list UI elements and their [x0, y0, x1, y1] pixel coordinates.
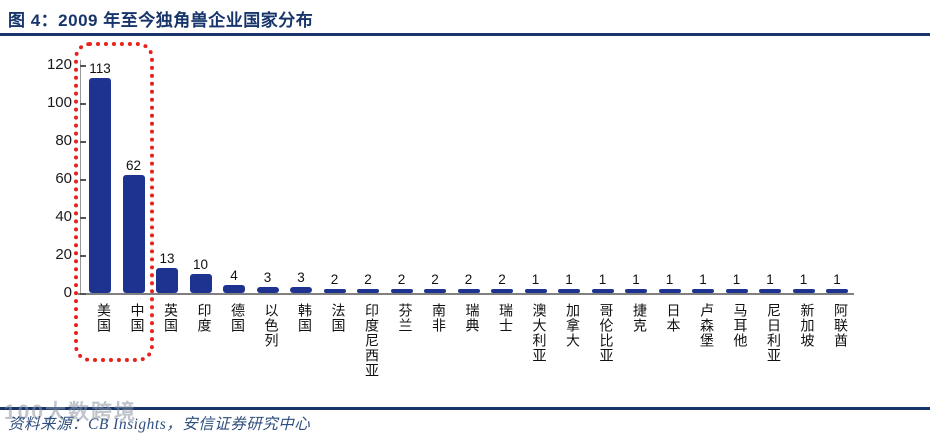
- bar-value-label: 1: [799, 272, 808, 287]
- y-axis-tick-label: 40: [55, 208, 72, 225]
- bar-value-label: 1: [598, 272, 607, 287]
- bar-value-label: 113: [89, 61, 111, 77]
- bar: [290, 287, 312, 293]
- highlight-dotted-box: [74, 42, 154, 362]
- bar: [256, 287, 279, 293]
- bar: [189, 274, 212, 293]
- x-axis-category-label: 南非: [431, 303, 447, 333]
- x-axis-category-label: 尼日利亚: [766, 303, 782, 363]
- bar: [792, 289, 815, 293]
- bar: [357, 289, 379, 293]
- x-axis-category-label: 印度尼西亚: [364, 303, 380, 378]
- source-attribution: 资料来源：CB Insights，安信证券研究中心: [8, 416, 311, 433]
- bar: [390, 289, 413, 293]
- x-axis-category-label: 澳大利亚: [531, 303, 548, 363]
- bar: [591, 289, 614, 293]
- x-axis-category-label: 加拿大: [565, 303, 581, 348]
- bar: [725, 289, 748, 293]
- y-axis-tick-mark: [80, 141, 86, 143]
- x-axis-category-label: 法国: [330, 303, 347, 333]
- figure-title: 图 4：2009 年至今独角兽企业国家分布: [8, 11, 314, 30]
- bar-value-label: 1: [665, 272, 674, 287]
- y-axis-tick-label: 120: [46, 56, 72, 73]
- bar-value-label: 3: [263, 270, 272, 286]
- x-axis-category-label: 芬兰: [397, 303, 414, 333]
- x-axis-category-label: 新加坡: [799, 303, 816, 348]
- bar: [122, 175, 145, 293]
- x-axis-category-label: 英国: [163, 303, 179, 333]
- x-axis-category-label: 印度: [196, 303, 213, 333]
- bar-value-label: 2: [431, 272, 439, 287]
- bar: [89, 78, 111, 293]
- x-axis-category-label: 韩国: [297, 303, 313, 333]
- y-axis-tick-label: 20: [55, 246, 72, 263]
- x-axis-category-label: 德国: [230, 303, 246, 333]
- y-axis-tick-mark: [80, 179, 86, 181]
- x-axis-line: [78, 293, 854, 295]
- bar-value-label: 1: [632, 272, 640, 287]
- bar-value-label: 62: [125, 158, 142, 174]
- y-axis-tick-mark: [80, 65, 86, 67]
- bar: [692, 289, 714, 293]
- bar-value-label: 1: [732, 272, 741, 287]
- bar: [457, 289, 480, 293]
- x-axis-category-label: 阿联酋: [833, 303, 849, 348]
- title-divider-line: [0, 33, 930, 36]
- bar-value-label: 2: [498, 272, 506, 287]
- y-axis-tick-label: 100: [46, 94, 72, 111]
- x-axis-category-label: 捷克: [632, 303, 648, 333]
- bar: [524, 289, 547, 293]
- bar: [156, 268, 178, 293]
- bar: [558, 289, 580, 293]
- x-axis-category-label: 瑞士: [498, 303, 514, 333]
- bar-chart: 0 20 40 60 80 100 120 113 美国 62 中国 13 英国 10 印度 4 德国 3 以色列 3…: [0, 40, 930, 405]
- bar-value-label: 2: [397, 272, 406, 287]
- bar-value-label: 1: [833, 272, 841, 287]
- bar-value-label: 2: [330, 272, 339, 287]
- y-axis-line: [80, 60, 81, 293]
- x-axis-category-label: 日本: [665, 303, 682, 333]
- y-axis-tick-mark: [80, 103, 86, 105]
- x-axis-category-label: 卢森堡: [699, 303, 715, 348]
- bar-value-label: 1: [531, 272, 540, 287]
- bar-value-label: 1: [565, 272, 573, 287]
- y-axis-tick-label: 60: [55, 170, 72, 187]
- x-axis-category-label: 以色列: [263, 303, 280, 348]
- y-axis-tick-label: 80: [55, 132, 72, 149]
- x-axis-category-label: 美国: [96, 303, 112, 333]
- bar: [223, 285, 245, 293]
- watermark: 100大数跨境: [4, 401, 138, 424]
- bar: [323, 289, 346, 293]
- bar: [491, 289, 513, 293]
- bar: [424, 289, 446, 293]
- bar-value-label: 13: [159, 251, 175, 267]
- bar-value-label: 3: [297, 270, 305, 286]
- bar-value-label: 2: [364, 272, 372, 287]
- x-axis-category-label: 哥伦比亚: [598, 303, 615, 363]
- bar-value-label: 10: [192, 257, 209, 272]
- bar: [625, 289, 647, 293]
- y-axis-tick-mark: [80, 255, 86, 257]
- bar-value-label: 1: [699, 272, 707, 287]
- y-axis-tick-mark: [80, 293, 86, 295]
- x-axis-category-label: 中国: [129, 303, 146, 333]
- y-axis-tick-label: 0: [63, 284, 72, 301]
- bar-value-label: 1: [766, 272, 774, 287]
- footer-divider-line: [0, 407, 930, 410]
- bar: [759, 289, 781, 293]
- bar-value-label: 4: [230, 268, 238, 284]
- bar: [658, 289, 681, 293]
- y-axis-tick-mark: [80, 217, 86, 219]
- bar: [826, 289, 848, 293]
- x-axis-category-label: 瑞典: [464, 303, 481, 333]
- x-axis-category-label: 马耳他: [732, 303, 749, 348]
- bar-value-label: 2: [464, 272, 473, 287]
